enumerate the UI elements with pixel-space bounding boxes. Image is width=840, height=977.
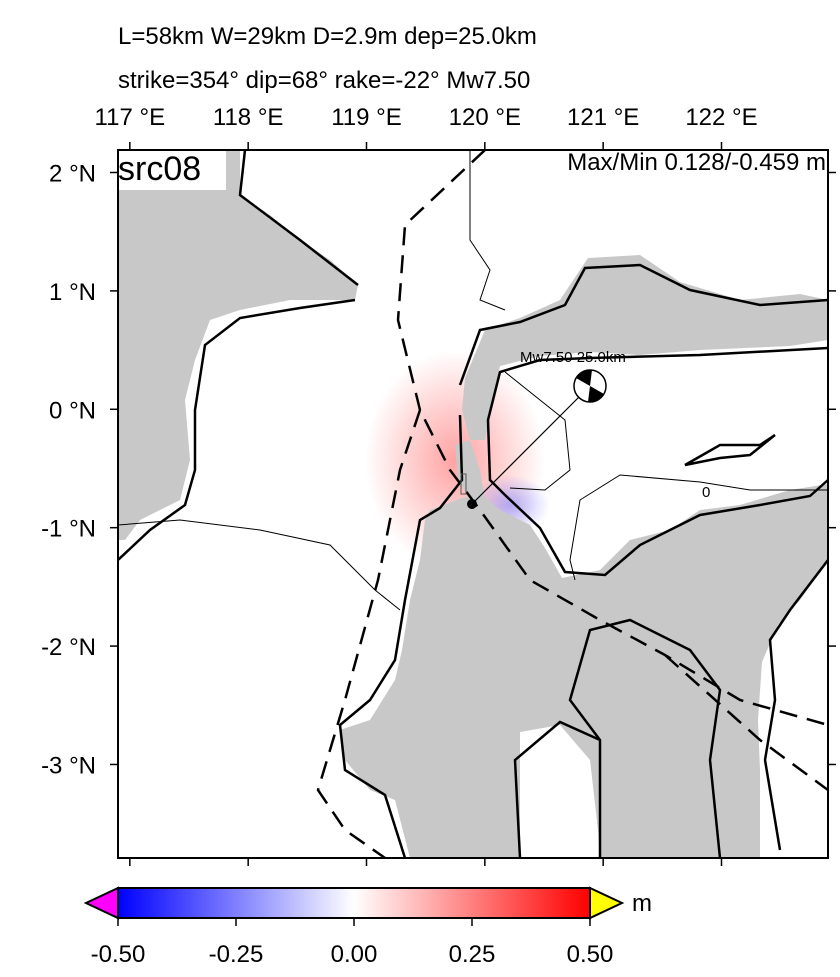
lon-tick-label: 122 °E [685, 104, 757, 131]
colorbar-tick-label: 0.25 [449, 941, 496, 968]
coastline [338, 414, 722, 858]
boundary-line [118, 150, 828, 611]
map-frame [117, 149, 829, 859]
colorbar-tick-label: -0.50 [91, 941, 146, 968]
lat-tick-label: 1 °N [49, 279, 96, 306]
max-min: Max/Min 0.128/-0.459 m [567, 149, 826, 176]
colorbar-tick-label: 0.00 [331, 941, 378, 968]
plate-boundary [396, 150, 828, 792]
lat-tick-label: -1 °N [41, 516, 96, 543]
colorbar-tick-label: -0.25 [209, 941, 264, 968]
lon-tick-label: 118 °E [213, 104, 284, 131]
beachball-quadrant [576, 369, 604, 403]
source-leader [471, 385, 591, 505]
plate-boundary [316, 409, 422, 858]
colorbar-over [589, 886, 625, 920]
header-line2: strike=354° dip=68° rake=-22° Mw7.50 [118, 67, 530, 94]
colorbar-unit: m [632, 890, 652, 917]
lat-tick-label: 2 °N [49, 160, 96, 187]
fault-plane [460, 473, 467, 495]
label-box [118, 150, 226, 190]
colorbar [117, 887, 591, 919]
coastline [684, 433, 776, 467]
colorbar-tick-label: 0.50 [567, 941, 614, 968]
land [340, 484, 828, 858]
lon-tick-label: 117 °E [95, 104, 166, 131]
lon-tick-label: 119 °E [331, 104, 402, 131]
source-label: Mw7.50 25.0km [520, 349, 626, 366]
map-label: src08 [118, 150, 201, 188]
land [118, 150, 358, 540]
lon-tick-label: 121 °E [567, 104, 639, 131]
header-line1: L=58km W=29km D=2.9m dep=25.0km [118, 23, 537, 50]
map-body: Mw7.50 25.0km 0 src08 Max/Min 0.128/-0.4… [118, 149, 828, 858]
lat-tick-label: -2 °N [41, 634, 96, 661]
contour-label: 0 [702, 484, 710, 501]
epicenter [467, 499, 477, 509]
lat-tick-label: 0 °N [49, 397, 96, 424]
lat-tick-label: -3 °N [41, 752, 96, 779]
colorbar-under [83, 886, 119, 920]
land [462, 255, 828, 440]
lon-tick-label: 120 °E [449, 104, 521, 131]
coastline [458, 263, 828, 851]
